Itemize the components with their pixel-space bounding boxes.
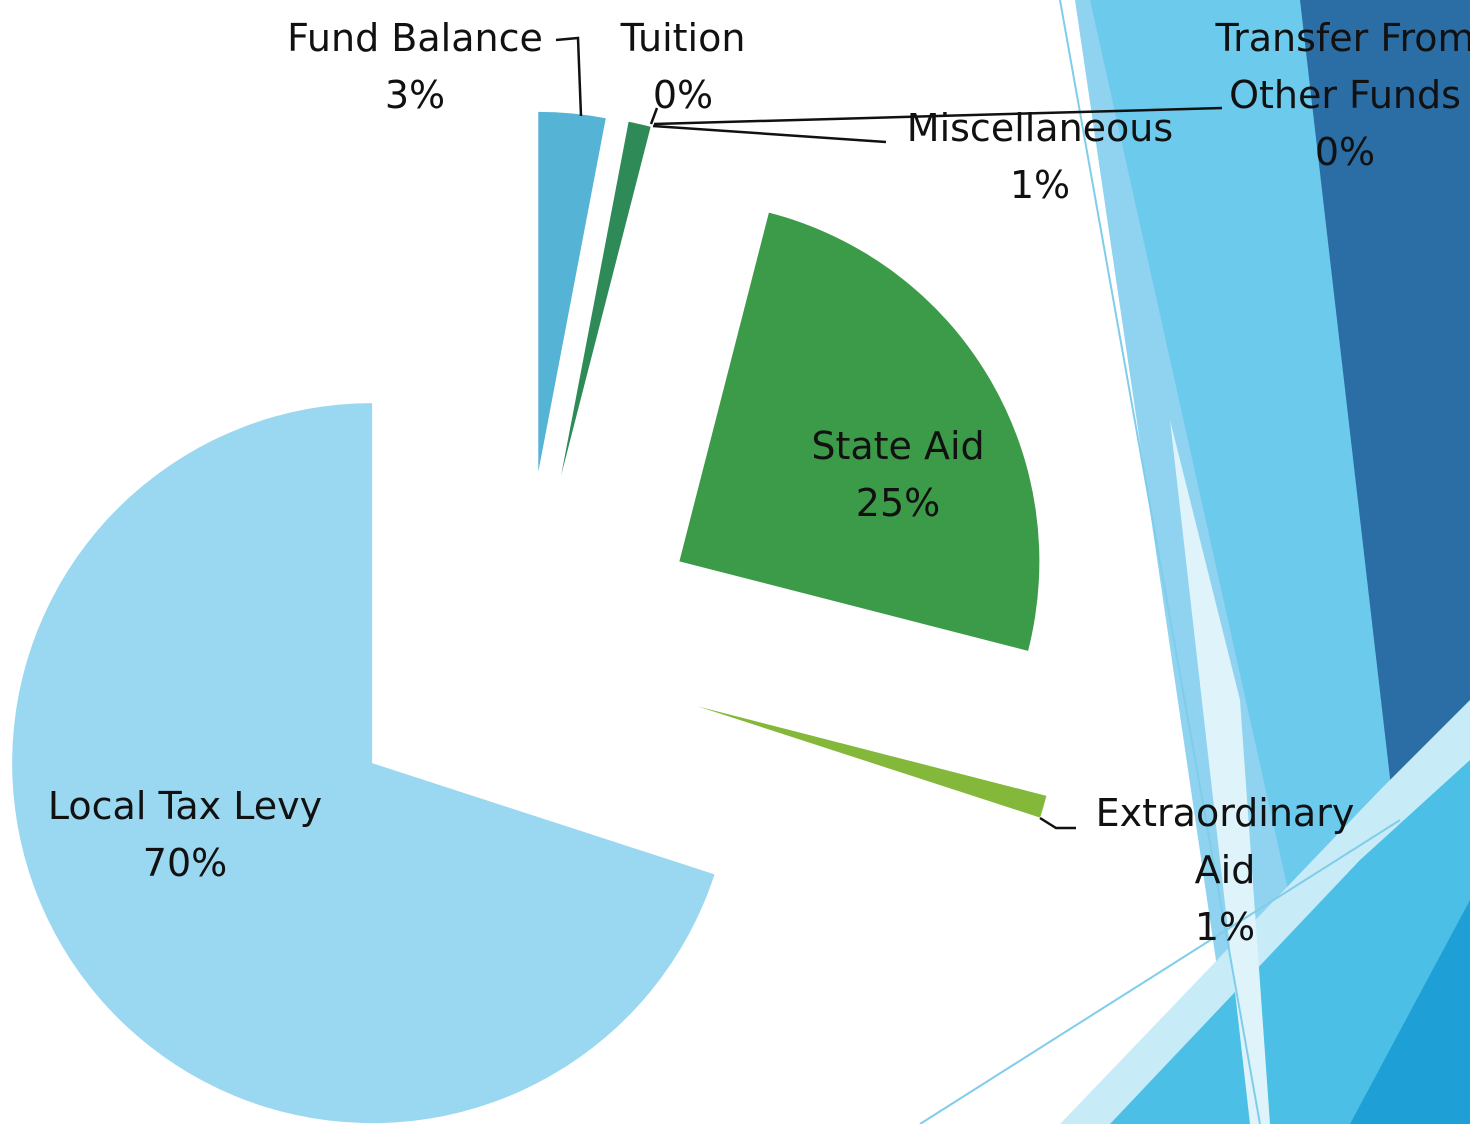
category-label: Tuition (583, 10, 783, 67)
value-label: 3% (265, 67, 565, 124)
value-label: 25% (748, 475, 1048, 532)
category-label: State Aid (748, 418, 1048, 475)
pie-slice (538, 112, 605, 472)
value-label: 0% (1215, 124, 1470, 181)
value-label: 1% (1065, 899, 1385, 956)
value-label: 1% (880, 157, 1200, 214)
value-label: 70% (5, 835, 365, 892)
pie-slice (12, 403, 714, 1123)
category-label: Miscellaneous (880, 100, 1200, 157)
category-label: Local Tax Levy (5, 778, 365, 835)
leader-line (653, 126, 886, 142)
value-label: 0% (583, 67, 783, 124)
pie-slice (698, 706, 1047, 817)
category-label: Extraordinary Aid (1065, 785, 1385, 899)
category-label: Fund Balance (265, 10, 565, 67)
slide: Fund Balance3%Tuition0%Miscellaneous1%Tr… (0, 0, 1470, 1124)
category-label: Transfer From Other Funds (1215, 10, 1470, 124)
pie (12, 112, 1046, 1123)
